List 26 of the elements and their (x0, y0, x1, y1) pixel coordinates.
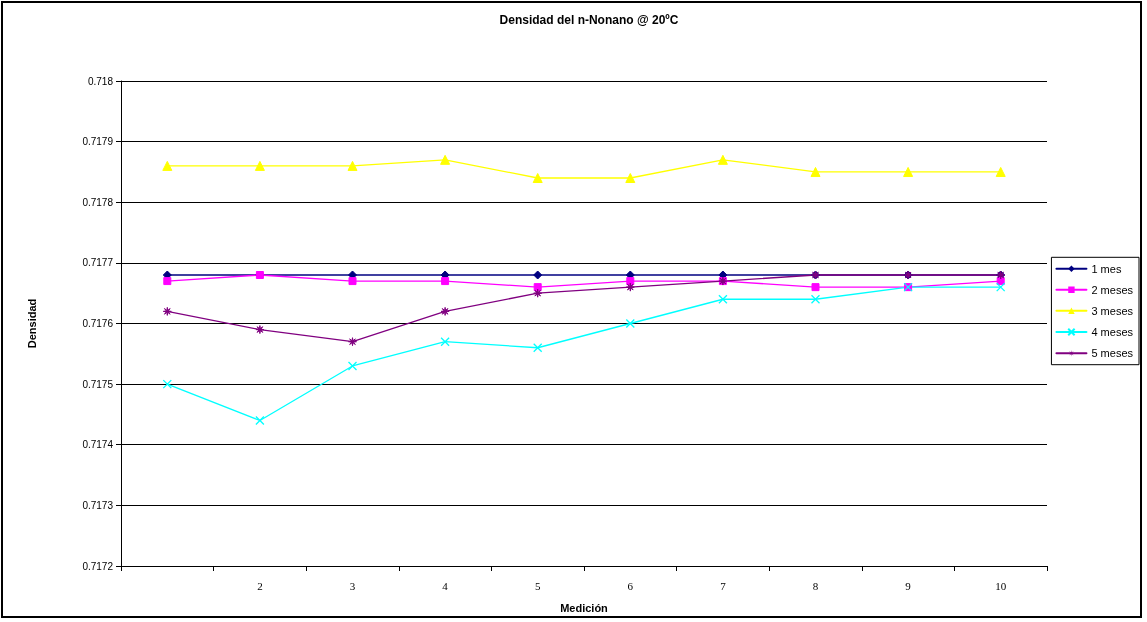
y-tick-label: 0.7177 (82, 257, 114, 269)
x-tick-label: 5 (534, 579, 541, 592)
y-tick-label: 0.7178 (82, 196, 114, 208)
legend-label: 4 meses (1091, 326, 1134, 338)
legend-label: 5 meses (1091, 347, 1134, 360)
legend-label: 1 mes (1091, 262, 1122, 275)
x-tick-label: 7 (720, 579, 727, 592)
x-tick-label: 10 (995, 579, 1007, 592)
y-tick-label: 0.718 (87, 75, 114, 87)
x-tick-label: 8 (812, 579, 819, 592)
x-tick-label: 9 (905, 579, 912, 592)
x-tick-label: 2 (257, 579, 263, 592)
y-tick-label: 0.7173 (82, 499, 114, 511)
legend-label: 3 meses (1091, 304, 1134, 317)
x-tick-label: 4 (442, 579, 449, 592)
y-tick-label: 0.7175 (82, 378, 114, 390)
x-tick-label: 3 (349, 579, 356, 592)
y-tick-label: 0.7172 (82, 560, 114, 572)
x-tick-label: 6 (627, 579, 634, 592)
y-axis-title: Densidad (25, 298, 38, 349)
x-axis-title: Medición (560, 601, 609, 614)
y-tick-label: 0.7176 (82, 318, 114, 329)
chart-title: Densidad del n-Nonano @ 20ºC (499, 13, 679, 27)
y-tick-label: 0.7179 (82, 136, 114, 148)
y-tick-label: 0.7174 (82, 439, 114, 451)
legend-label: 2 meses (1091, 283, 1134, 296)
